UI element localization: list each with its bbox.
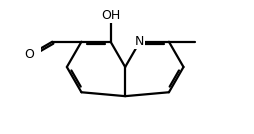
Text: O: O (25, 48, 35, 61)
Text: N: N (135, 35, 145, 48)
Text: OH: OH (101, 9, 120, 22)
